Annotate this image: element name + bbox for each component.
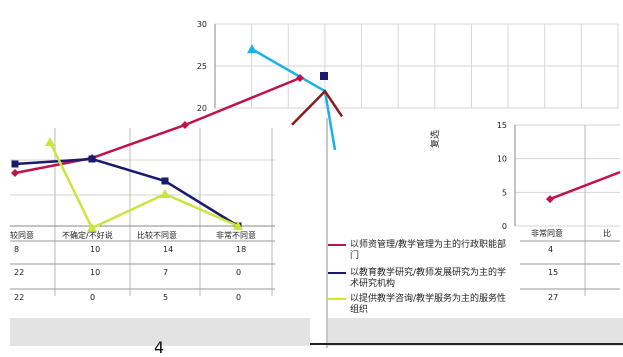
- table-cell: 0: [236, 293, 241, 302]
- point-marker: [87, 223, 97, 232]
- panel-divider: [326, 118, 328, 348]
- table-cell: 15: [548, 268, 558, 277]
- table-cell: 8: [14, 245, 19, 254]
- legend-swatch: [328, 244, 346, 246]
- bottom-rule: [310, 343, 623, 345]
- point-marker: [247, 44, 257, 54]
- series-line: [549, 170, 621, 201]
- right-data-table: 4 15 27: [520, 240, 620, 302]
- y-tick-label: 5: [502, 188, 507, 197]
- y-tick-label: 20: [197, 104, 207, 113]
- right-axis-label: 复选: [429, 130, 441, 148]
- left-data-table: 8 10 14 18 22 10 7 0 22 0 5 0: [10, 240, 275, 302]
- legend-label: 以提供教学咨询/教学服务为主的服务性组织: [350, 294, 507, 315]
- bottom-gray-band-left: [10, 318, 310, 346]
- y-tick-label: 30: [197, 20, 207, 29]
- series-line: [48, 141, 239, 230]
- y-tick-label: 25: [197, 62, 207, 71]
- table-cell: 10: [90, 268, 100, 277]
- y-tick-label: 10: [497, 155, 507, 164]
- right-chart-grid: [514, 124, 620, 296]
- series-line: [291, 89, 344, 126]
- page-number: 4: [154, 338, 165, 357]
- legend: 以师资管理/教学管理为主的行政职能部门 以教育教学研究/教师发展研究为主的学术研…: [328, 234, 518, 315]
- top-chart-y-ticks: 30 25 20: [197, 20, 207, 113]
- series-line: [251, 48, 337, 151]
- right-chart-lines: [546, 170, 621, 204]
- point-marker: [160, 189, 170, 198]
- legend-swatch: [328, 272, 346, 274]
- x-tick-label: 非常不同意: [216, 230, 256, 240]
- point-marker: [11, 160, 19, 168]
- x-tick-label: 比: [603, 228, 611, 238]
- left-chart-grid: [10, 128, 275, 296]
- left-chart-lines: [11, 74, 304, 232]
- x-tick-label: 不确定/不好说: [62, 230, 113, 240]
- point-marker: [296, 74, 304, 82]
- y-tick-label: 0: [502, 222, 507, 231]
- table-cell: 10: [90, 245, 100, 254]
- point-marker: [11, 169, 19, 177]
- legend-label: 以师资管理/教学管理为主的行政职能部门: [350, 240, 507, 261]
- table-cell: 18: [236, 245, 246, 254]
- right-chart-y-ticks: 15 10 5 0: [497, 121, 507, 231]
- x-tick-label: 较同意: [10, 230, 34, 240]
- point-marker: [45, 137, 55, 146]
- bottom-gray-band-right: [326, 318, 623, 346]
- right-chart-x-ticks: 非常同意 比: [531, 228, 611, 238]
- left-chart-x-ticks: 较同意 不确定/不好说 比较不同意 非常不同意: [10, 230, 256, 240]
- point-marker: [181, 121, 189, 129]
- point-marker: [546, 195, 554, 204]
- point-marker: [320, 72, 328, 80]
- table-cell: 4: [548, 245, 553, 254]
- table-cell: 5: [163, 293, 168, 302]
- table-cell: 27: [548, 293, 558, 302]
- table-cell: 7: [163, 268, 168, 277]
- y-tick-label: 15: [497, 121, 507, 130]
- top-chart-grid: [214, 23, 619, 109]
- table-cell: 0: [90, 293, 95, 302]
- series-line: [14, 76, 301, 175]
- series-line: [14, 157, 239, 228]
- point-marker: [161, 177, 169, 185]
- legend-swatch: [328, 298, 346, 300]
- table-cell: 0: [236, 268, 241, 277]
- table-cell: 22: [14, 293, 24, 302]
- point-marker: [233, 221, 243, 230]
- table-cell: 14: [163, 245, 173, 254]
- x-tick-label: 非常同意: [531, 228, 563, 238]
- legend-label: 以教育教学研究/教师发展研究为主的学术研究机构: [350, 268, 507, 289]
- x-tick-label: 比较不同意: [137, 230, 177, 240]
- point-marker: [88, 155, 96, 163]
- table-cell: 22: [14, 268, 24, 277]
- top-chart-lines: [247, 44, 344, 151]
